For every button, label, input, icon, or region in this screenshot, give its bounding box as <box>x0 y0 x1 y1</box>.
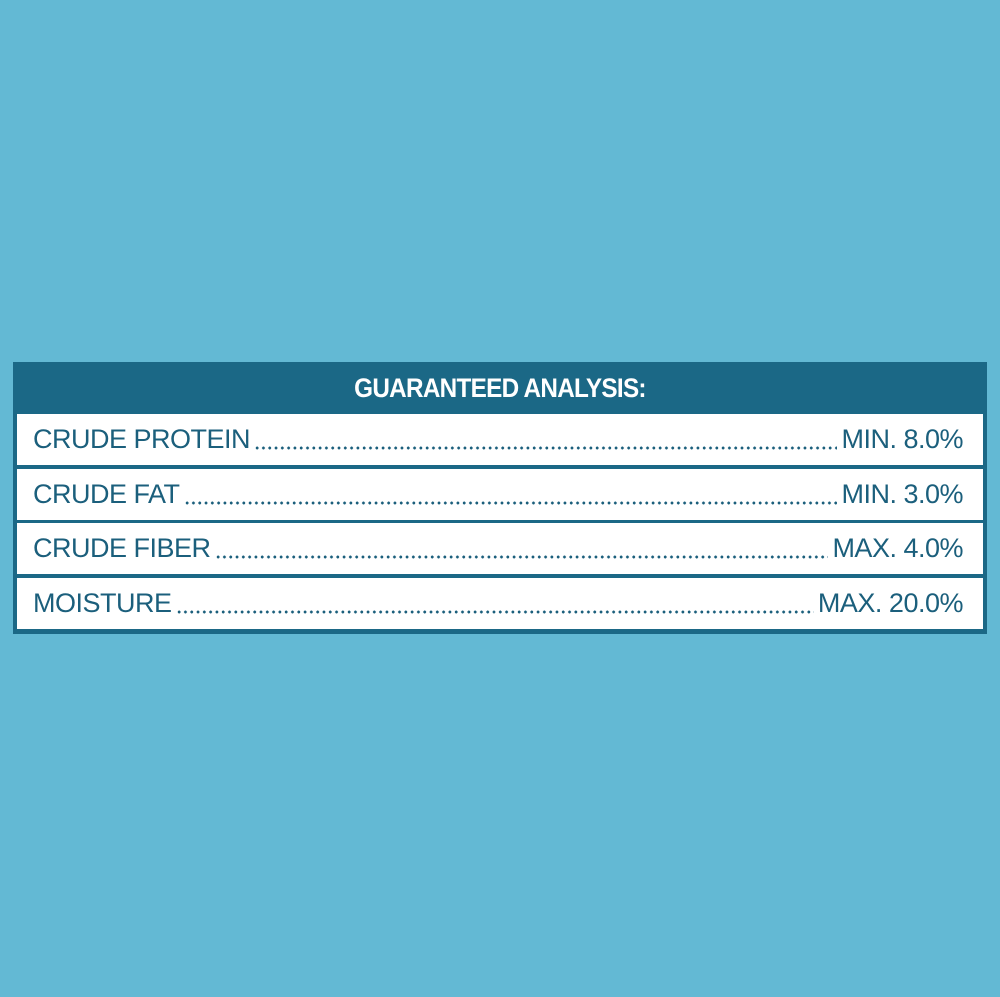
nutrient-label: CRUDE FAT <box>33 478 180 509</box>
analysis-panel: GUARANTEED ANALYSIS: CRUDE PROTEIN MIN. … <box>13 362 987 634</box>
nutrient-label: CRUDE PROTEIN <box>33 424 251 454</box>
dot-leader <box>254 414 838 465</box>
header-title: GUARANTEED ANALYSIS: <box>354 372 646 403</box>
nutrient-label: CRUDE FIBER <box>33 533 211 563</box>
dot-leader <box>175 577 814 629</box>
dot-leader <box>183 468 838 520</box>
nutrient-label: MOISTURE <box>33 587 172 618</box>
nutrient-value: MIN. 3.0% <box>841 478 963 509</box>
table-row: CRUDE PROTEIN MIN. 8.0% <box>17 414 983 465</box>
nutrient-value: MIN. 8.0% <box>841 424 963 454</box>
nutrient-value: MAX. 20.0% <box>817 587 964 618</box>
table-row: MOISTURE MAX. 20.0% <box>17 577 983 629</box>
table-row: CRUDE FIBER MAX. 4.0% <box>17 523 983 574</box>
dot-leader <box>214 523 829 574</box>
nutrient-value: MAX. 4.0% <box>832 533 963 563</box>
table-row: CRUDE FAT MIN. 3.0% <box>17 468 983 520</box>
